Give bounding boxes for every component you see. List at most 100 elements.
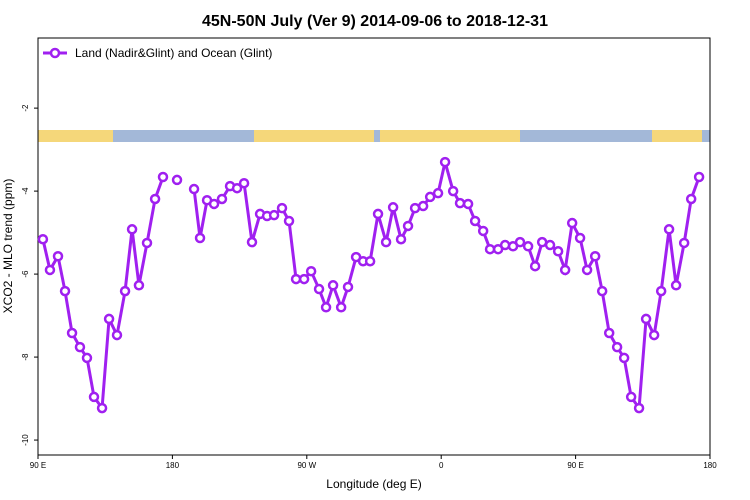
data-point bbox=[246, 236, 258, 248]
data-point bbox=[559, 264, 571, 276]
x-tick-label: 0 bbox=[439, 461, 444, 470]
y-tick-label: -10 bbox=[21, 434, 30, 446]
data-point bbox=[395, 233, 407, 245]
plot-frame bbox=[37, 37, 711, 456]
data-point bbox=[238, 177, 250, 189]
data-point bbox=[424, 191, 436, 203]
data-point bbox=[37, 233, 49, 245]
data-point bbox=[633, 402, 645, 414]
data-point bbox=[208, 198, 220, 210]
data-point bbox=[618, 352, 630, 364]
data-point bbox=[103, 313, 115, 325]
data-point bbox=[133, 280, 145, 291]
data-point bbox=[52, 251, 64, 262]
data-point bbox=[231, 182, 243, 194]
data-point bbox=[194, 232, 206, 244]
map-land bbox=[254, 130, 374, 142]
data-point bbox=[522, 241, 534, 252]
data-point bbox=[119, 285, 131, 297]
data-point bbox=[320, 302, 332, 313]
data-point bbox=[529, 260, 541, 272]
data-point bbox=[81, 352, 93, 364]
data-point bbox=[596, 285, 608, 297]
data-point bbox=[313, 283, 325, 295]
data-point bbox=[276, 202, 288, 214]
data-point bbox=[678, 237, 690, 249]
y-tick-label: -8 bbox=[21, 353, 30, 361]
data-point bbox=[298, 273, 310, 285]
data-point bbox=[581, 264, 593, 276]
data-point bbox=[372, 208, 384, 220]
data-point bbox=[74, 341, 86, 353]
data-point bbox=[141, 237, 153, 249]
data-point bbox=[290, 273, 302, 285]
y-tick-label: -2 bbox=[21, 104, 30, 112]
data-point bbox=[603, 327, 615, 339]
x-axis-label: Longitude (deg E) bbox=[326, 477, 421, 491]
data-point bbox=[574, 232, 586, 244]
data-point bbox=[655, 285, 667, 297]
data-point bbox=[447, 185, 459, 197]
y-tick-label: -6 bbox=[21, 270, 30, 278]
data-point bbox=[157, 171, 169, 183]
data-point bbox=[126, 224, 138, 235]
data-point bbox=[462, 198, 474, 210]
data-point bbox=[693, 171, 705, 183]
y-axis-label: XCO2 - MLO trend (ppm) bbox=[1, 179, 15, 314]
data-point bbox=[663, 224, 675, 235]
map-land bbox=[38, 130, 113, 142]
data-point bbox=[477, 225, 489, 237]
data-point bbox=[499, 239, 511, 251]
data-point bbox=[670, 280, 682, 291]
data-point bbox=[589, 251, 601, 262]
legend-label: Land (Nadir&Glint) and Ocean (Glint) bbox=[75, 46, 272, 60]
data-point bbox=[380, 236, 392, 248]
data-point bbox=[566, 217, 578, 229]
data-point bbox=[484, 243, 496, 255]
data-point bbox=[640, 313, 652, 325]
data-point bbox=[625, 391, 637, 403]
data-point bbox=[514, 236, 526, 248]
data-point bbox=[432, 187, 444, 199]
data-point bbox=[544, 239, 556, 251]
data-point bbox=[268, 209, 280, 221]
data-point bbox=[685, 193, 697, 205]
data-point bbox=[149, 193, 161, 205]
data-point bbox=[66, 327, 78, 339]
chart-title: 45N-50N July (Ver 9) 2014-09-06 to 2018-… bbox=[202, 13, 548, 30]
data-point bbox=[216, 193, 228, 205]
data-point bbox=[402, 220, 414, 232]
data-point bbox=[327, 280, 339, 291]
y-tick-label: -4 bbox=[21, 187, 30, 195]
data-point bbox=[335, 302, 347, 313]
data-point bbox=[96, 402, 108, 414]
map-strip bbox=[38, 130, 710, 142]
x-tick-label: 90 E bbox=[30, 461, 46, 470]
data-point bbox=[409, 202, 421, 214]
map-land bbox=[652, 130, 702, 142]
data-point bbox=[552, 246, 564, 257]
data-point bbox=[44, 264, 56, 276]
data-point bbox=[59, 285, 71, 297]
data-point bbox=[439, 156, 451, 168]
data-point bbox=[188, 183, 200, 195]
data-point bbox=[342, 281, 354, 293]
x-tick-label: 90 E bbox=[567, 461, 583, 470]
data-point bbox=[171, 174, 183, 186]
x-tick-label: 90 W bbox=[297, 461, 316, 470]
x-tick-label: 180 bbox=[703, 461, 717, 470]
map-land bbox=[380, 130, 520, 142]
data-point bbox=[364, 255, 376, 267]
data-point bbox=[417, 200, 429, 212]
data-point bbox=[454, 197, 466, 209]
data-point bbox=[611, 341, 623, 353]
data-point bbox=[111, 329, 123, 341]
data-point bbox=[387, 202, 399, 213]
data-point bbox=[305, 265, 317, 277]
legend-marker bbox=[49, 47, 61, 59]
data-point bbox=[88, 391, 100, 403]
data-point bbox=[283, 215, 295, 227]
data-point bbox=[469, 215, 481, 227]
